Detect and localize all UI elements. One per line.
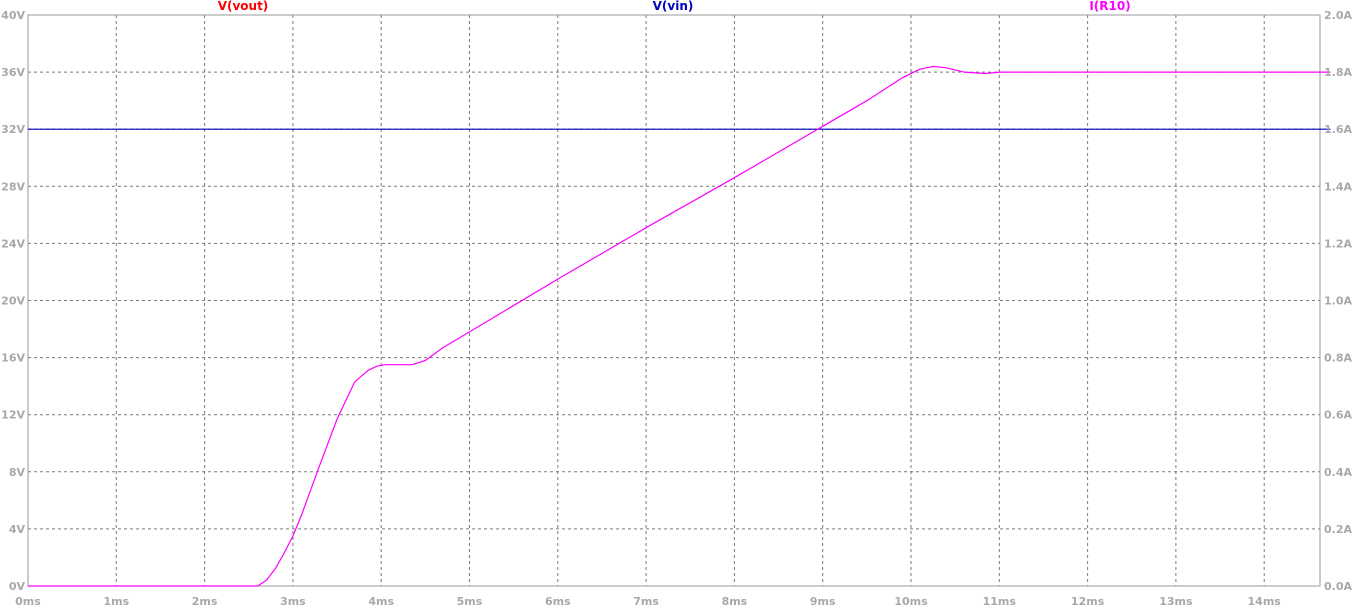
x-tick-label: 10ms [894,595,928,608]
y-right-tick-label: 0.8A [1324,352,1352,365]
y-right-tick-label: 0.0A [1324,580,1352,593]
x-tick-label: 2ms [192,595,218,608]
x-tick-label: 4ms [368,595,394,608]
x-tick-label: 3ms [280,595,306,608]
y-right-tick-label: 1.8A [1324,66,1352,79]
y-right-tick-label: 1.6A [1324,123,1352,136]
y-left-tick-label: 36V [1,66,25,79]
y-left-tick-label: 32V [1,123,25,136]
x-tick-label: 9ms [810,595,836,608]
y-right-tick-label: 0.4A [1324,466,1352,479]
x-tick-label: 11ms [983,595,1017,608]
x-tick-label: 5ms [457,595,483,608]
y-right-tick-label: 1.4A [1324,180,1352,193]
x-tick-label: 14ms [1248,595,1282,608]
legend-entry-v-vin: V(vin) [653,0,694,13]
x-tick-label: 12ms [1071,595,1105,608]
legend-entry-v-vout: V(vout) [218,0,269,13]
y-left-tick-label: 28V [1,180,25,193]
y-right-tick-label: 1.0A [1324,295,1352,308]
y-right-tick-label: 0.6A [1324,409,1352,422]
y-left-tick-label: 0V [9,580,26,593]
y-left-tick-label: 12V [1,409,25,422]
x-tick-label: 13ms [1159,595,1193,608]
y-right-tick-label: 1.2A [1324,237,1352,250]
x-tick-label: 0ms [15,595,41,608]
y-left-tick-label: 8V [9,466,26,479]
y-left-tick-label: 16V [1,352,25,365]
x-tick-label: 1ms [103,595,129,608]
x-tick-label: 8ms [722,595,748,608]
y-left-tick-label: 24V [1,237,25,250]
x-tick-label: 7ms [633,595,659,608]
y-left-tick-label: 20V [1,295,25,308]
y-left-tick-label: 4V [9,523,26,536]
series-line-i-r10 [28,65,1331,587]
x-tick-label: 6ms [545,595,571,608]
y-right-tick-label: 0.2A [1324,523,1352,536]
plot-frame [27,14,1321,587]
y-left-tick-label: 40V [1,9,25,22]
legend-entry-i-r10: I(R10) [1089,0,1130,13]
y-right-tick-label: 2.0A [1324,9,1352,22]
